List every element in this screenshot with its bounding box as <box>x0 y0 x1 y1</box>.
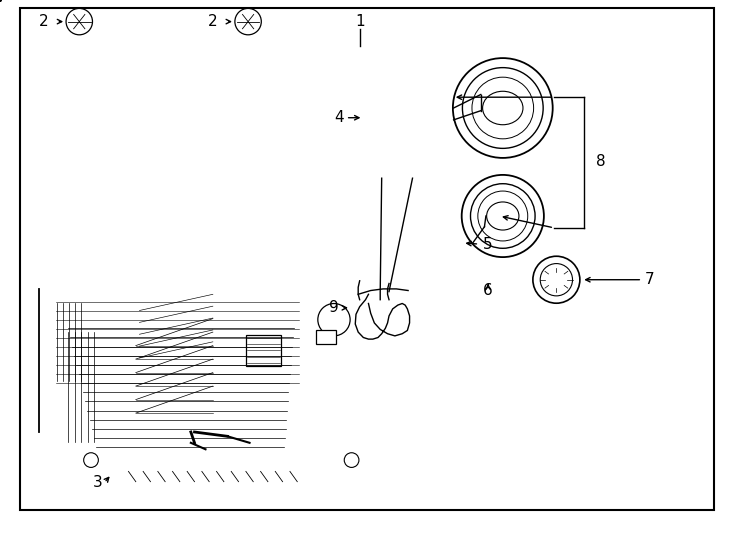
Bar <box>246 335 281 366</box>
Text: 3: 3 <box>93 475 103 490</box>
Text: 2: 2 <box>39 14 49 29</box>
Text: 5: 5 <box>483 237 493 252</box>
Text: 2: 2 <box>208 14 218 29</box>
Text: 8: 8 <box>596 154 606 170</box>
Text: 9: 9 <box>330 300 339 315</box>
Text: 7: 7 <box>644 272 654 287</box>
Text: 6: 6 <box>483 283 493 298</box>
Text: 1: 1 <box>355 14 365 29</box>
Text: 4: 4 <box>334 110 344 125</box>
Bar <box>316 330 336 344</box>
